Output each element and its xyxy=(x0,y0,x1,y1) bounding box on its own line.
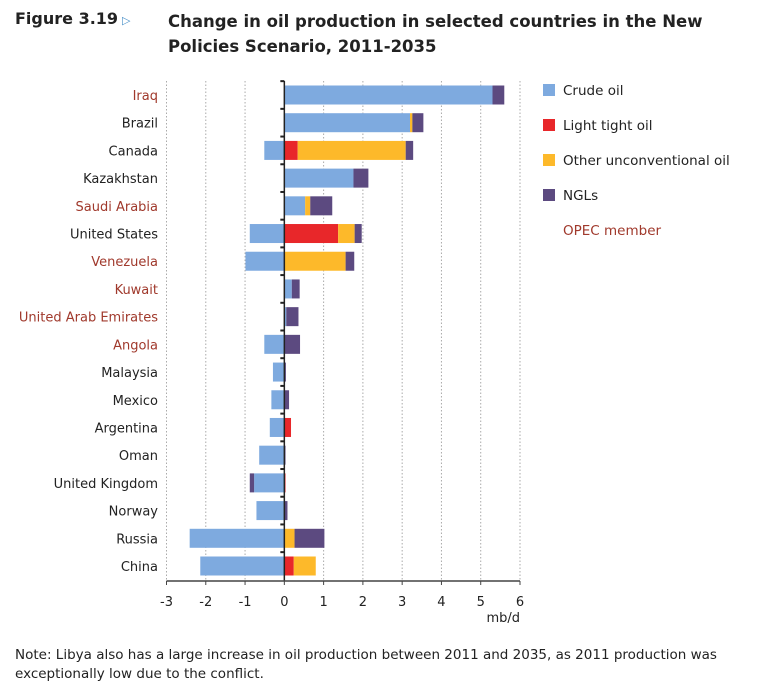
x-tick-label: 4 xyxy=(437,595,445,610)
legend-opec-label: OPEC member xyxy=(563,223,661,239)
bar-ngls xyxy=(345,251,355,271)
bar-ngls xyxy=(310,196,333,216)
bar-other-unconventional-oil xyxy=(293,556,316,576)
bar-crude-oil xyxy=(254,473,285,493)
category-label: Angola xyxy=(113,338,158,353)
bar-crude-oil xyxy=(256,501,285,521)
bar-ngls xyxy=(249,473,255,493)
category-label: United States xyxy=(70,228,158,243)
bar-crude-oil xyxy=(284,168,354,188)
category-label: Norway xyxy=(109,505,159,520)
category-label: Iraq xyxy=(133,89,158,104)
bar-other-unconventional-oil xyxy=(284,251,346,271)
bar-ngls xyxy=(492,85,505,105)
category-label: United Arab Emirates xyxy=(19,311,158,326)
bar-ngls xyxy=(294,528,325,548)
category-label: United Kingdom xyxy=(54,477,158,492)
category-label: China xyxy=(121,560,158,575)
category-label: Argentina xyxy=(95,421,158,436)
bar-ngls xyxy=(286,307,299,327)
legend-swatch xyxy=(543,119,555,131)
x-tick-label: 5 xyxy=(477,595,485,610)
category-label: Mexico xyxy=(113,394,158,409)
bar-other-unconventional-oil xyxy=(305,196,311,216)
bar-ngls xyxy=(354,224,362,244)
bar-other-unconventional-oil xyxy=(410,113,413,133)
category-label: Russia xyxy=(116,532,158,547)
category-label: Saudi Arabia xyxy=(76,200,159,215)
x-tick-label: -3 xyxy=(160,595,173,610)
bar-other-unconventional-oil xyxy=(284,528,295,548)
bar-other-unconventional-oil xyxy=(338,224,355,244)
x-tick-label: 3 xyxy=(398,595,406,610)
bar-ngls xyxy=(284,390,290,410)
x-tick-label: 2 xyxy=(359,595,367,610)
bar-other-unconventional-oil xyxy=(297,140,406,160)
category-label: Malaysia xyxy=(101,366,158,381)
bar-crude-oil xyxy=(271,390,285,410)
legend-label: Light tight oil xyxy=(563,118,653,134)
legend-swatch xyxy=(543,84,555,96)
bar-light-tight-oil xyxy=(284,140,298,160)
category-label: Brazil xyxy=(122,117,158,132)
bar-crude-oil xyxy=(272,362,285,382)
bar-crude-oil xyxy=(284,85,493,105)
legend-swatch xyxy=(543,154,555,166)
category-label: Kuwait xyxy=(115,283,158,298)
category-label: Venezuela xyxy=(91,255,158,270)
note: Note: Libya also has a large increase in… xyxy=(15,647,717,682)
category-label: Kazakhstan xyxy=(83,172,158,187)
bar-ngls xyxy=(284,334,301,354)
bar-ngls xyxy=(412,113,424,133)
triangle-icon: ▷ xyxy=(122,14,131,27)
bar-light-tight-oil xyxy=(284,556,294,576)
bar-ngls xyxy=(405,140,414,160)
x-tick-label: 1 xyxy=(319,595,327,610)
x-axis-label: mb/d xyxy=(486,611,520,626)
x-tick-label: 6 xyxy=(516,595,524,610)
bar-crude-oil xyxy=(249,224,285,244)
bar-light-tight-oil xyxy=(284,224,339,244)
x-tick-label: -1 xyxy=(239,595,252,610)
bar-crude-oil xyxy=(264,334,285,354)
bar-crude-oil xyxy=(264,140,285,160)
bar-light-tight-oil xyxy=(284,417,292,437)
bar-crude-oil xyxy=(200,556,285,576)
bar-crude-oil xyxy=(189,528,285,548)
bar-crude-oil xyxy=(284,307,287,327)
legend-label: Crude oil xyxy=(563,83,623,99)
category-label: Oman xyxy=(119,449,158,464)
bar-ngls xyxy=(284,362,286,382)
bar-crude-oil xyxy=(245,251,285,271)
bar-ngls xyxy=(284,501,288,521)
legend-label: NGLs xyxy=(563,188,598,204)
bar-crude-oil xyxy=(269,417,285,437)
chart-title: Change in oil production in selected cou… xyxy=(168,12,703,56)
bar-crude-oil xyxy=(284,113,411,133)
x-tick-label: -2 xyxy=(199,595,212,610)
bar-ngls xyxy=(291,279,300,299)
legend-label: Other unconventional oil xyxy=(563,153,730,169)
legend-swatch xyxy=(543,189,555,201)
bar-ngls xyxy=(353,168,369,188)
figure-label: Figure 3.19 ▷ xyxy=(15,9,131,28)
bar-crude-oil xyxy=(284,196,306,216)
bar-crude-oil xyxy=(284,279,292,299)
x-tick-label: 0 xyxy=(280,595,288,610)
bar-crude-oil xyxy=(259,445,285,465)
category-label: Canada xyxy=(109,144,158,159)
